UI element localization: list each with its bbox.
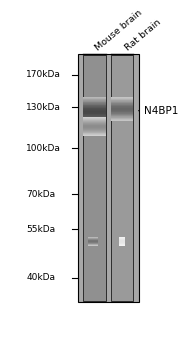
Bar	[84, 126, 106, 127]
Bar	[84, 123, 106, 124]
Bar	[111, 100, 133, 101]
Bar	[84, 97, 106, 98]
Bar	[84, 126, 106, 127]
Bar	[111, 117, 133, 118]
Bar	[111, 119, 133, 120]
Bar	[84, 124, 106, 125]
Bar	[84, 128, 106, 129]
Bar	[111, 114, 133, 115]
Bar	[84, 125, 106, 126]
Bar	[84, 120, 106, 121]
Bar	[84, 124, 106, 125]
Text: N4BP1: N4BP1	[139, 106, 179, 116]
Bar	[84, 106, 106, 107]
Text: Rat brain: Rat brain	[124, 18, 163, 53]
Bar	[84, 130, 106, 131]
Bar	[84, 107, 106, 108]
Bar	[84, 115, 106, 116]
Bar	[111, 103, 133, 104]
Bar	[111, 113, 133, 114]
Bar	[84, 113, 106, 114]
Bar	[84, 123, 106, 124]
Bar	[84, 101, 106, 102]
Bar	[84, 125, 106, 126]
Bar	[84, 98, 106, 99]
Bar	[84, 118, 106, 119]
Text: 170kDa: 170kDa	[26, 70, 61, 79]
Bar	[84, 117, 106, 118]
Bar	[111, 109, 133, 110]
Bar	[84, 125, 106, 126]
Bar	[111, 115, 133, 116]
Bar	[84, 122, 106, 123]
Bar	[84, 112, 106, 113]
Bar	[84, 104, 106, 105]
Bar	[84, 122, 106, 123]
Bar	[84, 134, 106, 135]
Bar	[111, 99, 133, 100]
Bar	[111, 112, 133, 113]
Bar	[84, 127, 106, 128]
Bar	[111, 116, 133, 117]
Bar	[84, 108, 106, 109]
Text: 70kDa: 70kDa	[26, 190, 55, 199]
Bar	[84, 119, 106, 120]
Text: 55kDa: 55kDa	[26, 225, 55, 234]
Bar	[111, 98, 133, 99]
Bar	[111, 110, 133, 111]
Bar	[84, 99, 106, 100]
Bar	[84, 103, 106, 104]
Bar	[111, 111, 133, 112]
Bar	[84, 110, 106, 111]
Text: 130kDa: 130kDa	[26, 103, 61, 112]
Bar	[111, 56, 133, 301]
Bar	[84, 131, 106, 132]
Text: 40kDa: 40kDa	[26, 273, 55, 282]
Bar	[111, 120, 133, 121]
Bar	[84, 129, 106, 130]
Bar	[111, 107, 133, 108]
Bar	[111, 118, 133, 119]
Bar	[84, 102, 106, 103]
Bar	[84, 105, 106, 106]
Bar	[78, 54, 139, 302]
Text: Mouse brain: Mouse brain	[93, 8, 144, 53]
Bar	[84, 118, 106, 119]
Bar	[84, 116, 106, 117]
Bar	[84, 111, 106, 112]
Bar	[111, 104, 133, 105]
Bar	[111, 106, 133, 107]
Text: 100kDa: 100kDa	[26, 144, 61, 153]
Bar	[84, 119, 106, 120]
Bar	[84, 135, 106, 136]
Bar	[84, 56, 106, 301]
Bar	[84, 121, 106, 122]
Bar	[84, 133, 106, 134]
Bar	[84, 109, 106, 110]
Bar	[84, 100, 106, 101]
Bar	[111, 103, 133, 104]
Bar	[84, 132, 106, 133]
Bar	[111, 105, 133, 106]
Bar	[111, 108, 133, 109]
Bar	[84, 121, 106, 122]
Bar	[84, 120, 106, 121]
Bar	[111, 102, 133, 103]
Bar	[84, 114, 106, 115]
